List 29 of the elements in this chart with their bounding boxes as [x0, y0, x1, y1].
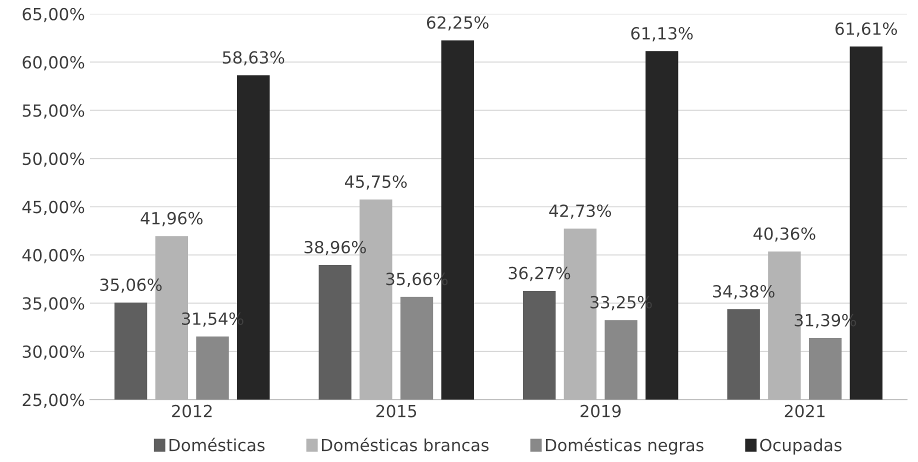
y-tick-label: 35,00% [22, 297, 84, 312]
data-label: 42,73% [549, 204, 612, 219]
legend-label: Ocupadas [760, 438, 842, 455]
data-label: 38,96% [304, 240, 366, 256]
data-label: 62,25% [427, 16, 488, 31]
data-label: 40,36% [753, 227, 816, 242]
x-tick-label: 2019 [580, 404, 621, 418]
data-label: 58,63% [222, 51, 284, 66]
data-label: 36,27% [508, 266, 570, 282]
y-tick-label: 40,00% [22, 248, 84, 264]
x-tick-label: 2012 [172, 404, 212, 418]
y-tick-label: 55,00% [22, 104, 84, 119]
data-label: 61,13% [631, 27, 693, 42]
legend-label: Domésticas [170, 438, 265, 452]
y-tick-label: 25,00% [22, 394, 84, 408]
y-tick-label: 30,00% [22, 345, 84, 360]
x-tick-label: 2021 [784, 404, 825, 418]
data-label: 34,38% [713, 285, 774, 300]
data-label: 61,61% [836, 22, 897, 37]
data-label: 35,06% [100, 278, 162, 293]
legend-label: Domésticas negras [546, 438, 704, 455]
data-label: 41,96% [140, 212, 203, 226]
y-tick-label: 65,00% [22, 8, 84, 22]
y-tick-label: 60,00% [22, 56, 84, 70]
x-tick-label: 2015 [376, 404, 416, 418]
y-tick-label: 45,00% [22, 200, 84, 216]
y-tick-label: 50,00% [22, 152, 84, 167]
legend-label: Domésticas brancas [322, 438, 489, 452]
data-label: 45,75% [344, 175, 407, 190]
